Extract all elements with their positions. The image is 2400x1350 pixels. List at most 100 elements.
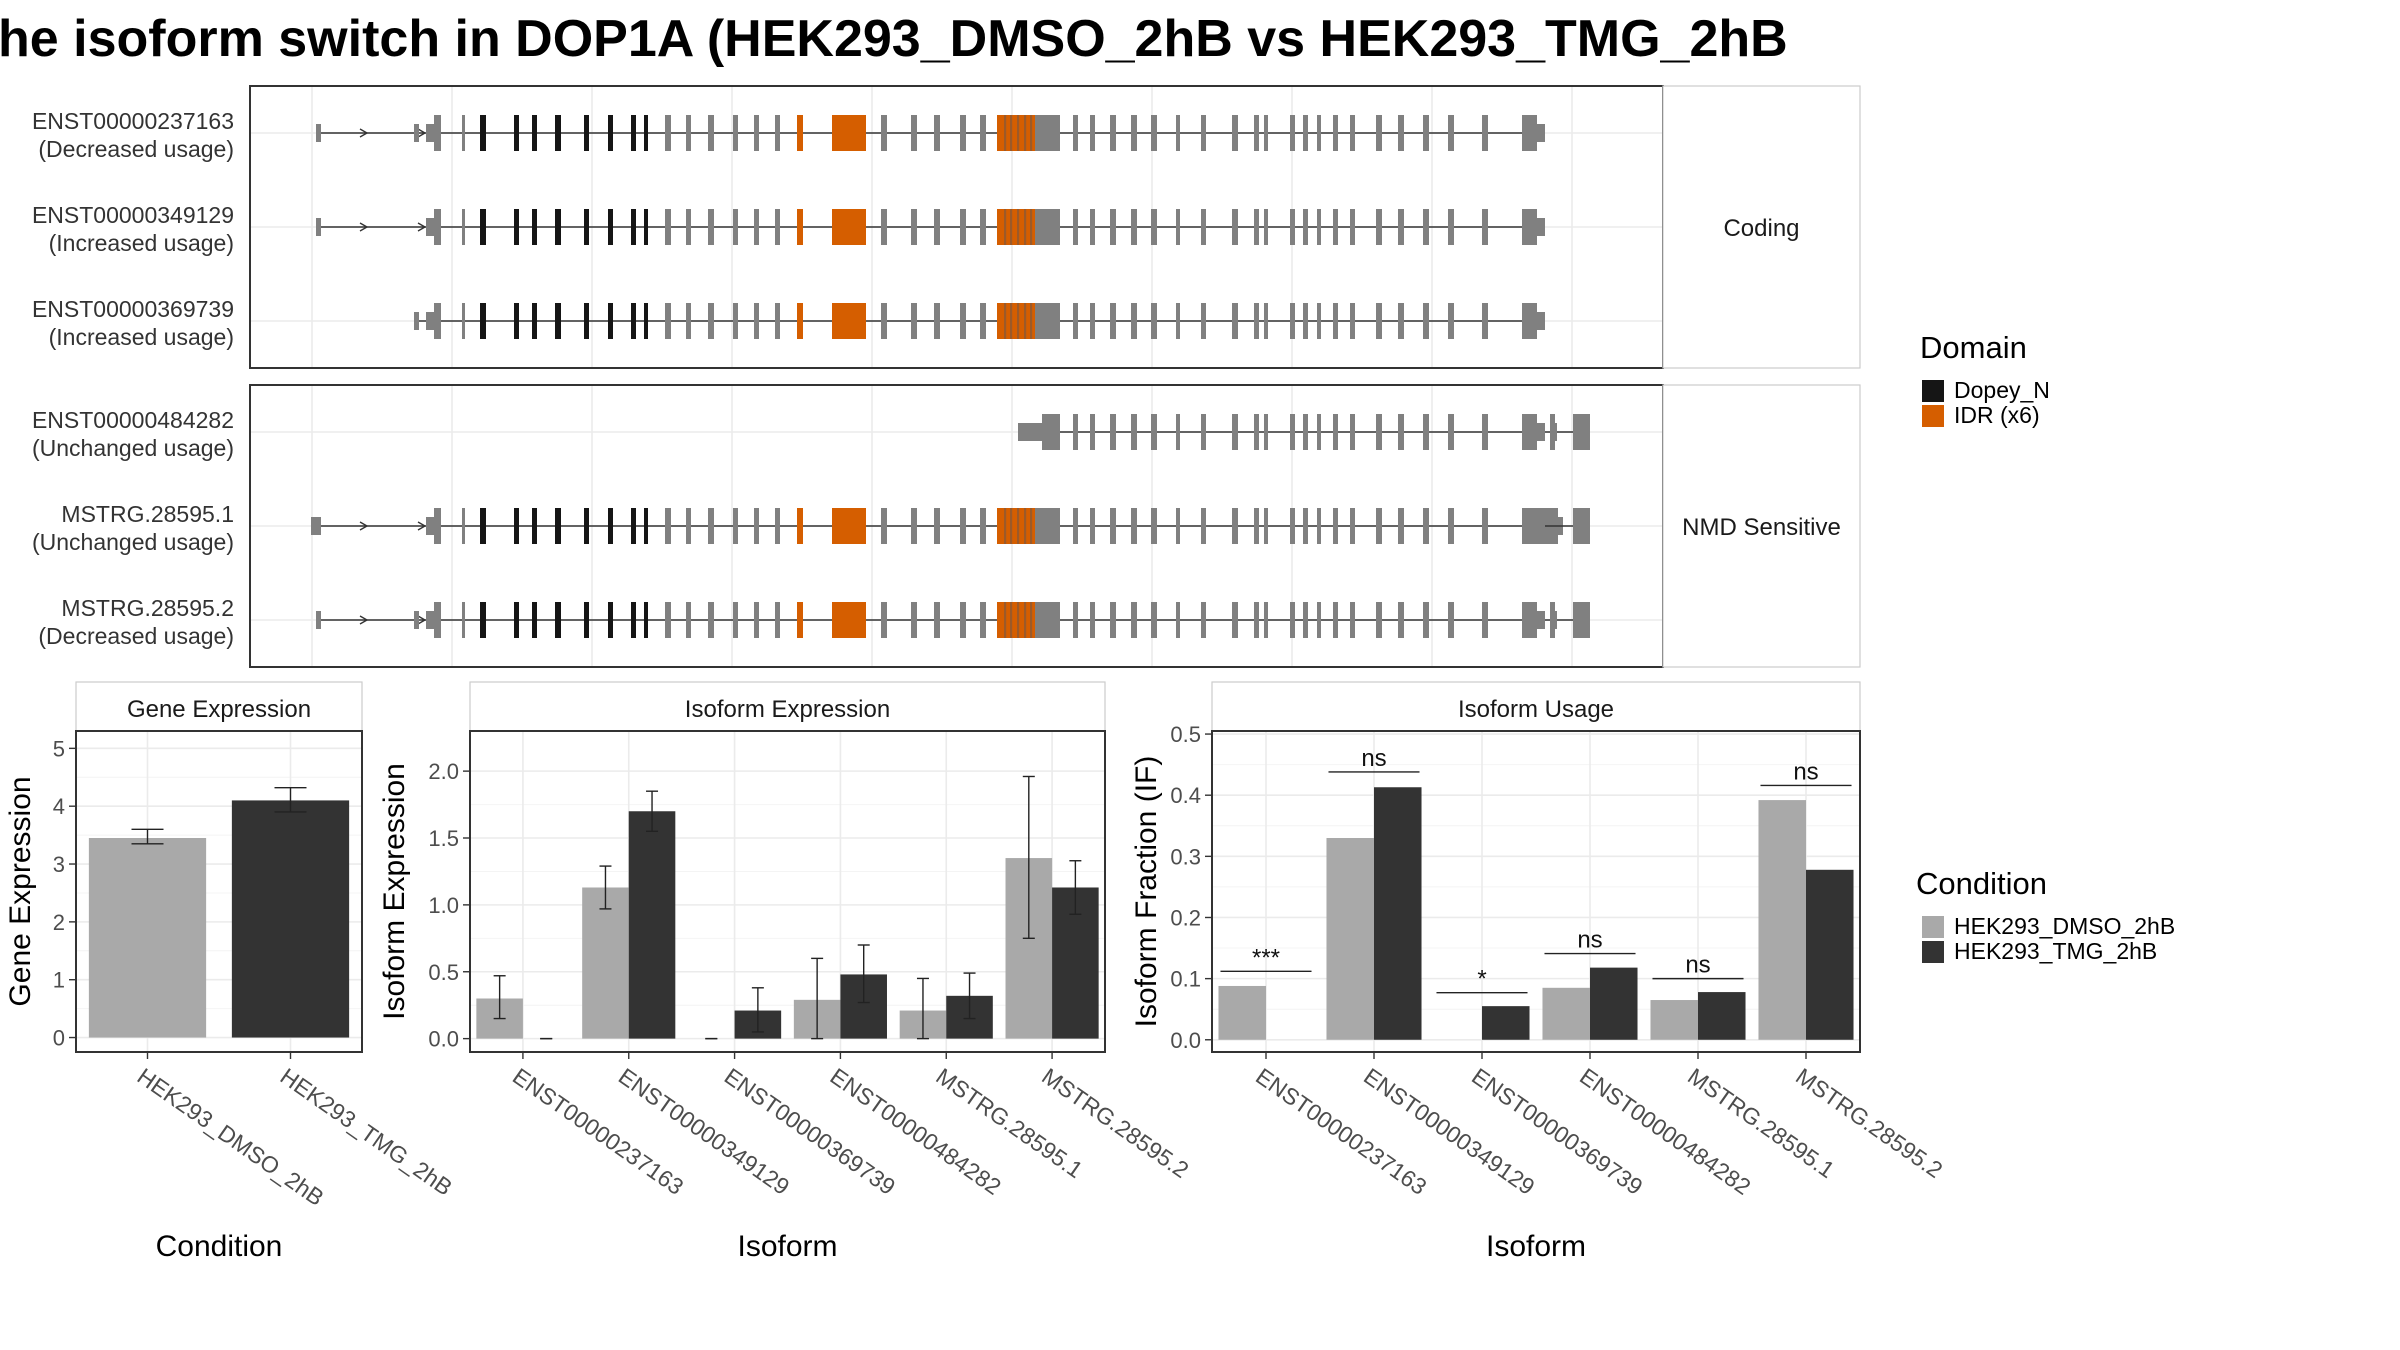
idr-domain [832,303,866,339]
exon [665,602,671,638]
significance-label: ns [1361,745,1386,772]
exon [532,508,537,544]
exon [1448,115,1454,151]
transcript-usage-label: (Decreased usage) [38,136,234,162]
exon [1398,602,1404,638]
transcript-id-label: MSTRG.28595.1 [61,501,234,527]
idr-divider [1017,115,1020,151]
utr-exon [426,312,434,330]
exon [480,115,486,151]
idr-domain [797,602,803,638]
utr-exon [426,218,434,236]
legend-swatch [1922,941,1944,963]
exon [1176,115,1180,151]
utr-exon [414,124,419,142]
exon [608,303,613,339]
exon [1232,508,1238,544]
bar-HEK293_DMSO_2hB-ENST00000237163 [1218,985,1266,1040]
idr-divider [1004,209,1007,245]
exon [934,508,940,544]
bar-HEK293_DMSO_2hB-ENST00000484282 [1542,987,1590,1040]
idr-domain [797,115,803,151]
exon [1201,602,1206,638]
chart-title: Isoform Expression [685,696,890,723]
exon [1448,508,1454,544]
idr-domain [832,508,866,544]
exon [1376,414,1382,450]
exon [434,115,441,151]
utr-exon [1537,611,1545,629]
idr-divider [1017,209,1020,245]
exon [1522,602,1537,638]
exon [1073,508,1078,544]
exon [980,209,986,245]
idr-divider [1004,115,1007,151]
grid [1212,731,1860,1052]
legend-swatch [1922,916,1944,938]
strand-arrow [417,615,427,625]
y-tick-label: 1 [53,968,65,993]
bar-HEK293_DMSO_2hB-MSTRG.28595.2 [1758,800,1806,1040]
y-tick-label: 1.5 [428,826,459,851]
exon [462,115,465,151]
exon [708,209,714,245]
exon [881,508,887,544]
idr-divider [1024,303,1027,339]
chart-title: Gene Expression [127,696,311,723]
x-tick-label: ENST00000369739 [720,1063,900,1200]
idr-domain [832,115,866,151]
exon [532,115,537,151]
exon [1550,414,1555,450]
idr-domain [997,303,1035,339]
exon [1090,209,1095,245]
exon [754,209,759,245]
exon [1090,508,1095,544]
exon [1110,115,1116,151]
exon [555,209,561,245]
exon [911,508,917,544]
y-tick-label: 0.0 [1170,1028,1201,1053]
legend-label: HEK293_DMSO_2hB [1954,913,2175,939]
exon [1398,115,1404,151]
exon [1254,602,1259,638]
exon [514,115,519,151]
exon [686,303,691,339]
x-tick-label: ENST00000349129 [614,1063,794,1200]
exon [775,508,780,544]
transcript-id-label: ENST00000484282 [32,407,234,433]
legend-label: Dopey_N [1954,377,2050,403]
exon [881,303,887,339]
exon [881,209,887,245]
exon [1550,602,1555,638]
utr-exon [1537,218,1545,236]
facet-strip [1662,384,1861,668]
idr-domain [832,209,866,245]
exon [608,115,613,151]
exon [1110,303,1116,339]
bar-HEK293_TMG_2hB-ENST00000369739 [1482,1006,1530,1040]
exon [1290,414,1295,450]
exon [1110,508,1116,544]
idr-divider [1030,602,1033,638]
exon [644,115,648,151]
strand-arrow [417,521,427,531]
bar-HEK293_DMSO_2hB-ENST00000349129 [1326,838,1374,1040]
exon [1482,602,1488,638]
bar-HEK293_DMSO_2hB-MSTRG.28595.1 [1650,1000,1698,1040]
exon [1333,209,1338,245]
idr-divider [1010,508,1013,544]
utr-exon [426,611,434,629]
exon [1317,508,1321,544]
exon [911,303,917,339]
legend-swatch [1922,405,1944,427]
idr-divider [1004,602,1007,638]
bar-charts: Gene Expression012345HEK293_DMSO_2hBHEK2… [4,681,1947,1263]
utr-exon [414,611,419,629]
transcript-usage-label: (Increased usage) [49,324,234,350]
exon [1290,209,1295,245]
exon [1522,115,1537,151]
exon [1350,303,1355,339]
exon [686,115,691,151]
transcript-id-label: ENST00000349129 [32,202,234,228]
bar-HEK293_TMG_2hB-ENST00000484282 [1590,967,1638,1040]
